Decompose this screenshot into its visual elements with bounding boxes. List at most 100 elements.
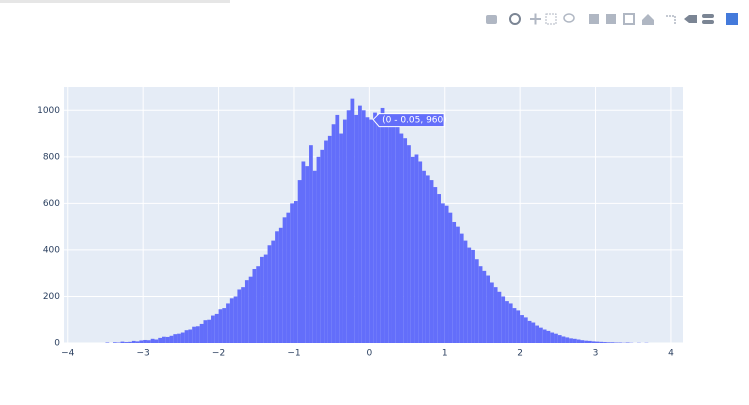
bar: [471, 249, 475, 343]
bar: [395, 124, 400, 344]
top-strip: [0, 0, 230, 3]
hover-closest-icon[interactable]: [684, 15, 697, 23]
bar: [376, 121, 381, 343]
hover-compare-icon[interactable]: [702, 20, 714, 24]
bar: [346, 110, 351, 343]
bar: [184, 330, 189, 343]
bar: [339, 133, 343, 343]
bar: [361, 110, 366, 343]
bar: [305, 166, 310, 343]
hover-label: (0 - 0.05, 960): [372, 113, 447, 128]
bar: [527, 320, 532, 343]
bar: [588, 340, 592, 343]
plotly-logo[interactable]: [726, 13, 738, 25]
labels: −4 −3 −2 −1 0 1 2 3 4 0 200 400 600 800 1000 (0 - 0.05,…: [37, 106, 674, 359]
x-tick-label: 4: [668, 349, 674, 359]
bar: [301, 161, 306, 343]
bar: [278, 227, 283, 343]
bar: [188, 329, 193, 343]
bars: [105, 98, 649, 344]
x-tick-label: −3: [137, 349, 150, 359]
x-tick-label: −1: [287, 349, 300, 359]
bar: [124, 342, 129, 343]
bar: [437, 194, 441, 343]
lasso-icon[interactable]: [563, 13, 575, 23]
bar: [557, 335, 562, 343]
bar: [418, 161, 423, 343]
bar: [489, 282, 494, 343]
bar: [180, 332, 185, 343]
bar: [154, 339, 159, 343]
bar: [169, 335, 174, 343]
bar: [422, 170, 426, 343]
bar: [538, 327, 543, 343]
bar: [508, 303, 513, 343]
bar: [207, 319, 212, 343]
bar: [531, 322, 536, 343]
bar: [546, 330, 551, 343]
bar: [459, 233, 464, 343]
bar: [467, 247, 472, 343]
bar: [312, 170, 317, 343]
bar: [384, 114, 389, 343]
bar: [263, 254, 268, 343]
bar: [218, 309, 223, 343]
bar: [244, 280, 249, 343]
bar: [150, 338, 155, 343]
home-icon[interactable]: [642, 14, 654, 25]
bar: [260, 256, 264, 343]
bar: [501, 296, 506, 343]
spike-icon[interactable]: [666, 15, 676, 25]
bar: [606, 342, 611, 343]
bar: [373, 112, 377, 343]
x-tick-label: −4: [61, 349, 75, 359]
bar: [399, 133, 404, 343]
bar: [267, 245, 272, 343]
bar: [391, 126, 396, 344]
bar: [603, 342, 607, 343]
bar: [358, 105, 362, 343]
zoom-icon[interactable]: [509, 13, 521, 25]
bar: [173, 334, 178, 343]
bar: [316, 156, 321, 343]
bar: [561, 336, 566, 343]
bar: [139, 340, 144, 343]
bar: [403, 138, 408, 343]
bar: [486, 275, 490, 343]
box-select-icon[interactable]: [545, 13, 557, 25]
modebar[interactable]: [486, 13, 738, 25]
bar: [595, 341, 600, 343]
bar: [493, 287, 498, 343]
bar: [331, 124, 336, 344]
autoscale-icon[interactable]: [623, 13, 635, 25]
bar: [128, 341, 132, 343]
bar: [135, 341, 140, 343]
bar: [516, 310, 521, 343]
hover-compare-icon[interactable]: [702, 14, 714, 18]
hover-text: (0 - 0.05, 960): [382, 116, 447, 126]
bar: [297, 180, 302, 343]
bar: [478, 266, 483, 343]
bar: [203, 320, 208, 343]
zoom-out-icon[interactable]: [606, 14, 616, 24]
camera-icon[interactable]: [486, 15, 497, 24]
bar: [162, 336, 166, 343]
bar: [131, 340, 136, 343]
bar: [569, 338, 573, 343]
bar: [324, 140, 328, 343]
bar: [365, 117, 370, 343]
bar: [335, 114, 340, 343]
pan-icon[interactable]: [530, 13, 541, 25]
bar: [580, 340, 585, 343]
y-tick-label: 600: [43, 199, 60, 209]
y-tick-label: 200: [43, 292, 60, 302]
x-tick-label: 2: [517, 349, 523, 359]
bar: [165, 336, 170, 343]
hover-box: [372, 113, 445, 128]
bar: [293, 201, 298, 343]
bar: [286, 212, 291, 343]
bar: [452, 221, 457, 343]
zoom-in-icon[interactable]: [589, 14, 599, 24]
bar: [433, 187, 438, 343]
